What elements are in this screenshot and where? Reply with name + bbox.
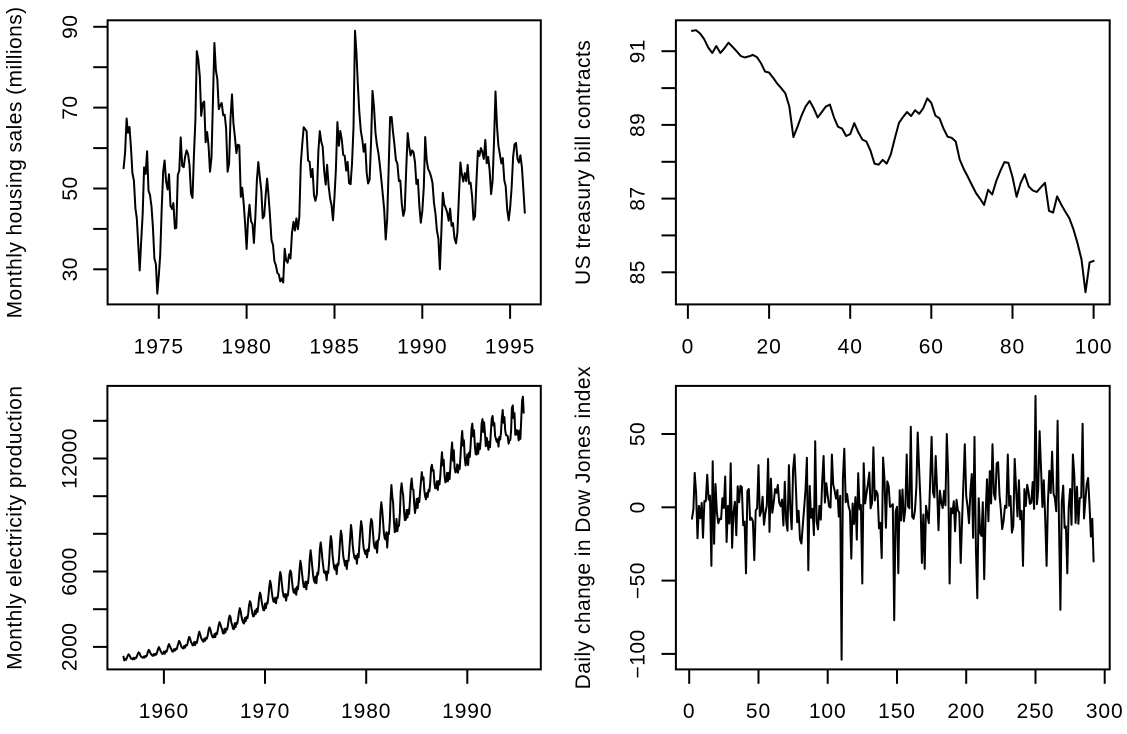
svg-text:1985: 1985 [309,335,359,358]
svg-text:100: 100 [809,700,847,723]
svg-text:−100: −100 [627,629,650,678]
svg-text:85: 85 [627,260,650,284]
svg-text:70: 70 [59,95,82,119]
svg-text:1990: 1990 [397,335,447,358]
svg-text:1980: 1980 [341,700,391,723]
svg-text:80: 80 [1000,335,1025,358]
svg-text:1995: 1995 [485,335,535,358]
svg-text:1975: 1975 [134,335,184,358]
svg-text:300: 300 [1086,700,1124,723]
svg-text:1960: 1960 [139,700,189,723]
svg-text:0: 0 [682,335,695,358]
svg-text:−50: −50 [627,562,650,599]
svg-text:50: 50 [627,422,650,446]
svg-text:89: 89 [627,113,650,137]
svg-text:30: 30 [59,257,82,281]
svg-text:100: 100 [1075,335,1113,358]
svg-text:12000: 12000 [59,428,82,489]
svg-text:Monthly electricity production: Monthly electricity production [3,386,26,670]
svg-text:250: 250 [1017,700,1055,723]
svg-text:0: 0 [683,700,696,723]
svg-text:0: 0 [627,501,650,513]
svg-text:US treasury bill contracts: US treasury bill contracts [572,40,595,285]
svg-text:50: 50 [59,176,82,200]
svg-text:90: 90 [59,15,82,39]
svg-text:Daily change in Dow Jones inde: Daily change in Dow Jones index [572,366,595,689]
svg-text:Monthly housing sales (million: Monthly housing sales (millions) [4,6,27,318]
svg-text:6000: 6000 [59,547,82,596]
svg-text:91: 91 [627,39,650,63]
svg-text:200: 200 [947,700,985,723]
svg-text:50: 50 [746,700,771,723]
svg-text:1970: 1970 [240,700,290,723]
svg-text:150: 150 [878,700,916,723]
svg-text:87: 87 [627,186,650,210]
svg-text:60: 60 [919,335,944,358]
svg-text:1980: 1980 [221,335,271,358]
svg-text:20: 20 [757,335,782,358]
svg-text:1990: 1990 [442,700,492,723]
svg-text:2000: 2000 [59,623,82,672]
svg-text:40: 40 [838,335,863,358]
